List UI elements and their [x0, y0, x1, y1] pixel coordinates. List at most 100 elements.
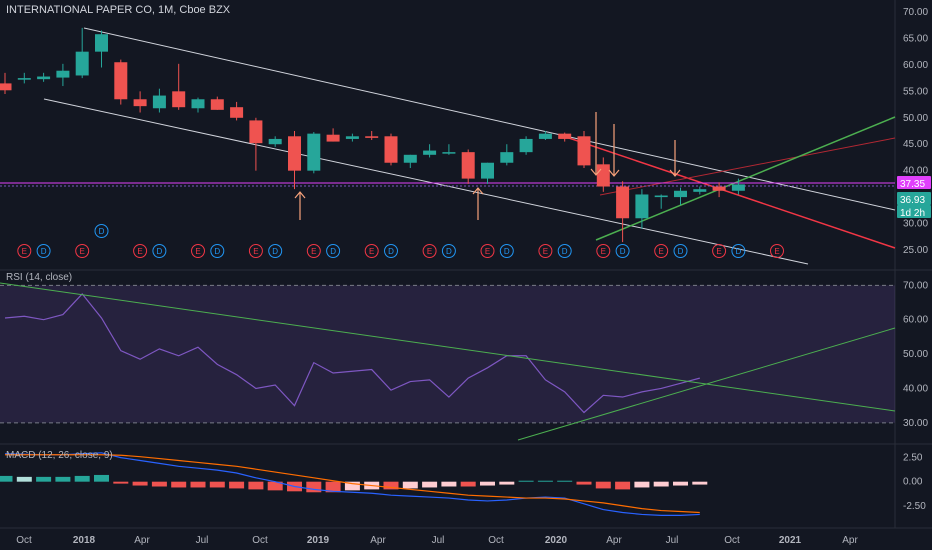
event-label: D	[99, 227, 105, 236]
earnings-event-icon	[654, 244, 669, 258]
event-label: D	[41, 247, 47, 256]
candle-body	[230, 107, 244, 118]
dividend-event-icon	[384, 244, 398, 258]
candle-body	[307, 133, 321, 171]
rsi-tick: 30.00	[903, 418, 928, 429]
event-label: D	[446, 247, 452, 256]
price-tick: 40.00	[903, 166, 928, 177]
price-tick: 45.00	[903, 139, 928, 150]
candle-body	[172, 91, 186, 108]
candle-body	[693, 189, 707, 192]
candle-body	[95, 34, 108, 52]
candle-body	[268, 138, 282, 145]
macd-histogram-bar	[74, 475, 90, 482]
macd-histogram-bar	[460, 481, 476, 487]
candle-body	[345, 136, 359, 139]
time-axis-label: Apr	[370, 535, 386, 546]
earnings-event-icon	[364, 244, 379, 258]
event-label: D	[678, 247, 684, 256]
macd-label: MACD (12, 26, close, 9)	[6, 450, 113, 461]
time-axis-label: Apr	[134, 535, 150, 546]
rsi-band	[0, 285, 895, 423]
candle-body	[0, 83, 12, 91]
macd-histogram-bar	[229, 481, 245, 489]
time-axis-label: 2018	[73, 535, 96, 546]
macd-histogram-bar	[518, 480, 534, 482]
macd-tick: 2.50	[903, 453, 923, 464]
annotation-arrow-head	[472, 187, 484, 195]
candle-body	[384, 136, 398, 163]
dividend-event-icon	[557, 244, 572, 258]
channel-lower-line	[43, 98, 809, 265]
candle-body	[577, 136, 591, 166]
macd-histogram-bar	[673, 481, 688, 486]
candle-body	[461, 152, 475, 179]
candle-body	[481, 162, 494, 179]
macd-histogram-bar	[94, 474, 109, 482]
candle-body	[75, 51, 89, 76]
dividend-event-icon	[94, 224, 109, 238]
macd-histogram-bar	[441, 481, 457, 487]
event-label: D	[620, 247, 626, 256]
macd-histogram-bar	[595, 481, 611, 489]
event-label: E	[253, 247, 258, 256]
macd-histogram-bar	[171, 481, 187, 488]
event-label: D	[388, 247, 394, 256]
rsi-downtrend-line	[0, 282, 896, 412]
time-axis-label: Oct	[16, 535, 32, 546]
time-axis-label: Jul	[432, 535, 445, 546]
time-axis-label: 2019	[307, 535, 330, 546]
earnings-event-icon	[480, 244, 495, 258]
price-tick: 65.00	[903, 33, 928, 44]
dividend-event-icon	[731, 244, 746, 258]
candle-body	[152, 95, 166, 109]
macd-histogram-bar	[653, 481, 669, 487]
time-axis-label: Oct	[488, 535, 504, 546]
dividend-event-icon	[441, 244, 456, 258]
candle-body	[616, 186, 630, 219]
time-axis-label: Apr	[842, 535, 858, 546]
green-trend-line	[595, 116, 896, 241]
candle-body	[654, 195, 668, 198]
candle-body	[596, 164, 610, 187]
candle-body	[288, 136, 301, 171]
candle-body	[519, 138, 533, 153]
earnings-event-icon	[75, 244, 90, 258]
channel-upper-line	[83, 27, 896, 211]
macd-histogram-bar	[692, 481, 708, 485]
event-label: D	[157, 247, 163, 256]
candle-body	[442, 152, 456, 154]
event-label: D	[562, 247, 568, 256]
event-label: D	[504, 247, 510, 256]
price-tick: 60.00	[903, 60, 928, 71]
macd-histogram-bar	[151, 481, 167, 487]
event-label: D	[736, 247, 742, 256]
price-tick: 30.00	[903, 219, 928, 230]
event-label: E	[369, 247, 374, 256]
countdown-badge	[897, 205, 931, 218]
annotation-arrow-head	[590, 168, 602, 176]
macd-histogram-bar	[16, 476, 32, 482]
dividend-event-icon	[326, 244, 341, 258]
dividend-event-icon	[36, 244, 51, 258]
earnings-event-icon	[191, 244, 205, 258]
rsi-tick: 70.00	[903, 280, 928, 291]
candle-body	[365, 136, 379, 138]
candle-body	[538, 133, 552, 139]
time-axis-label: 2020	[545, 535, 568, 546]
earnings-event-icon	[422, 244, 437, 258]
macd-signal-line	[5, 454, 700, 514]
macd-histogram-bar	[132, 481, 148, 486]
macd-histogram-bar	[499, 481, 515, 485]
macd-histogram-bar	[537, 480, 553, 482]
event-label: D	[214, 247, 220, 256]
candle-body	[56, 70, 70, 78]
event-label: E	[22, 247, 27, 256]
dividend-event-icon	[615, 244, 630, 258]
event-label: E	[195, 247, 200, 256]
event-label: E	[774, 247, 779, 256]
candle-body	[17, 78, 31, 80]
price-tick: 70.00	[903, 7, 928, 18]
event-label: E	[80, 247, 85, 256]
